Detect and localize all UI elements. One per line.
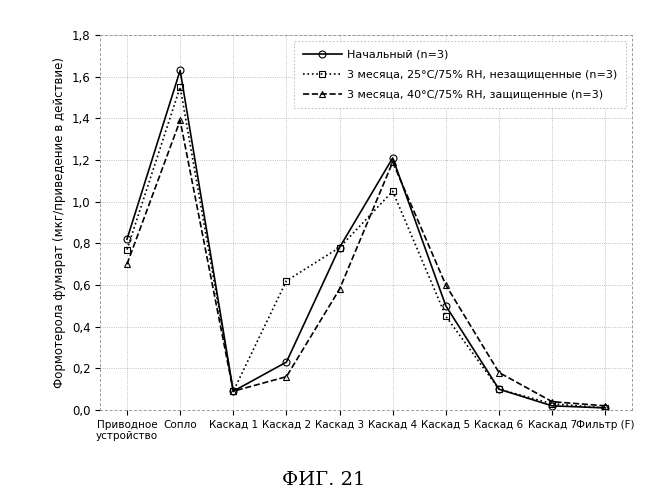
3 месяца, 25°C/75% RH, незащищенные (n=3) — [229, 388, 237, 394]
Text: ФИГ. 21: ФИГ. 21 — [283, 471, 365, 489]
Начальный (n=3) — [123, 236, 131, 242]
Начальный (n=3) — [229, 388, 237, 394]
Line: 3 месяца, 40°C/75% RH, защищенные (n=3): 3 месяца, 40°C/75% RH, защищенные (n=3) — [124, 117, 608, 410]
3 месяца, 40°C/75% RH, защищенные (n=3) — [283, 374, 290, 380]
3 месяца, 25°C/75% RH, незащищенные (n=3) — [495, 386, 503, 392]
Y-axis label: Формотерола фумарат (мкг/приведение в действие): Формотерола фумарат (мкг/приведение в де… — [53, 57, 66, 388]
3 месяца, 25°C/75% RH, незащищенные (n=3) — [601, 405, 609, 411]
3 месяца, 40°C/75% RH, защищенные (n=3) — [548, 398, 556, 404]
3 месяца, 40°C/75% RH, защищенные (n=3) — [389, 159, 397, 165]
Legend: Начальный (n=3), 3 месяца, 25°C/75% RH, незащищенные (n=3), 3 месяца, 40°C/75% R: Начальный (n=3), 3 месяца, 25°C/75% RH, … — [294, 40, 626, 108]
3 месяца, 40°C/75% RH, защищенные (n=3) — [229, 388, 237, 394]
3 месяца, 40°C/75% RH, защищенные (n=3) — [176, 118, 184, 124]
3 месяца, 25°C/75% RH, незащищенные (n=3) — [389, 188, 397, 194]
3 месяца, 40°C/75% RH, защищенные (n=3) — [601, 403, 609, 409]
3 месяца, 40°C/75% RH, защищенные (n=3) — [336, 286, 343, 292]
Начальный (n=3) — [283, 359, 290, 365]
3 месяца, 25°C/75% RH, незащищенные (n=3) — [336, 244, 343, 250]
Начальный (n=3) — [548, 403, 556, 409]
Line: 3 месяца, 25°C/75% RH, незащищенные (n=3): 3 месяца, 25°C/75% RH, незащищенные (n=3… — [124, 84, 608, 411]
3 месяца, 40°C/75% RH, защищенные (n=3) — [495, 370, 503, 376]
3 месяца, 25°C/75% RH, незащищенные (n=3) — [176, 84, 184, 90]
3 месяца, 25°C/75% RH, незащищенные (n=3) — [548, 401, 556, 407]
3 месяца, 25°C/75% RH, незащищенные (n=3) — [123, 246, 131, 252]
3 месяца, 40°C/75% RH, защищенные (n=3) — [123, 261, 131, 267]
3 месяца, 25°C/75% RH, незащищенные (n=3) — [283, 278, 290, 284]
Начальный (n=3) — [495, 386, 503, 392]
3 месяца, 40°C/75% RH, защищенные (n=3) — [442, 282, 450, 288]
Начальный (n=3) — [601, 405, 609, 411]
Начальный (n=3) — [176, 68, 184, 73]
Начальный (n=3) — [336, 244, 343, 250]
3 месяца, 25°C/75% RH, незащищенные (n=3) — [442, 313, 450, 320]
Line: Начальный (n=3): Начальный (n=3) — [124, 67, 608, 412]
Начальный (n=3) — [389, 155, 397, 161]
Начальный (n=3) — [442, 303, 450, 309]
